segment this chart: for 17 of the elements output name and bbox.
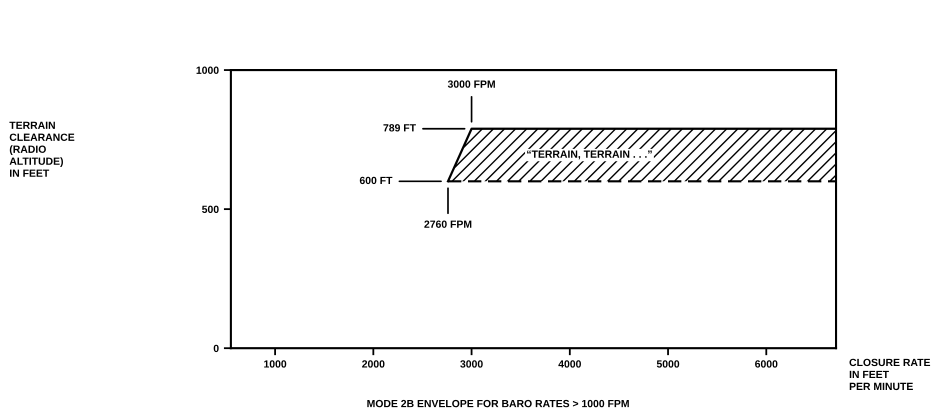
y-tick-label: 500 xyxy=(202,206,219,213)
annotation: 789 FT xyxy=(383,124,416,132)
x-axis-title: CLOSURE RATE IN FEET PER MINUTE xyxy=(850,358,930,390)
x-tick-label: 1000 xyxy=(264,360,286,368)
y-tick-label: 1000 xyxy=(196,66,219,74)
x-tick-label: 4000 xyxy=(558,360,581,368)
annotation: 3000 FPM xyxy=(448,80,495,88)
x-tick-label: 6000 xyxy=(755,360,778,368)
annotation: 2760 FPM xyxy=(424,220,472,228)
y-tick-label: 0 xyxy=(214,344,219,352)
x-tick-label: 2000 xyxy=(362,360,384,368)
text: MODE 2B ENVELOPE FOR BARO RATES > 1000 FPM xyxy=(367,400,629,408)
x-tick-label: 3000 xyxy=(460,360,483,368)
text: TERRAIN CLEARANCE (RADIO ALTITUDE) IN FEET xyxy=(9,122,74,177)
annotation: “TERRAIN, TERRAIN . . .” xyxy=(527,150,652,160)
x-tick-label: 5000 xyxy=(656,360,680,368)
annotation: 600 FT xyxy=(360,176,392,184)
